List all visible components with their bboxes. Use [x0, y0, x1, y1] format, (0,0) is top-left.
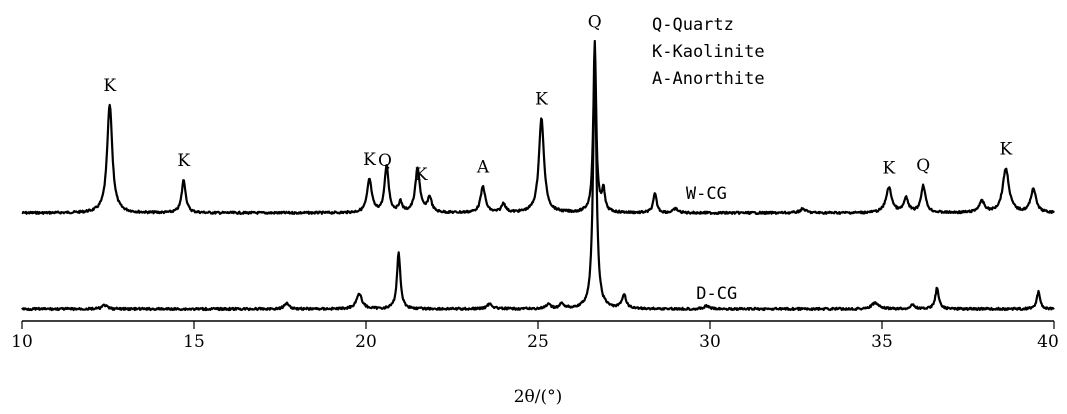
peak-annotation: Q [916, 156, 930, 176]
x-tick-label: 10 [11, 332, 33, 352]
peak-annotation: A [476, 157, 490, 177]
series-label-d-cg: D-CG [696, 284, 737, 304]
legend: Q-Quartz K-Kaolinite A-Anorthite [652, 15, 765, 89]
peak-annotation: K [363, 150, 376, 170]
x-tick-label: 20 [355, 332, 377, 352]
peak-annotation: K [883, 158, 896, 178]
x-tick-label: 35 [871, 332, 893, 352]
series-line-w-cg [21, 39, 1055, 215]
legend-entry-anorthite: A-Anorthite [652, 69, 765, 89]
x-tick-label: 40 [1037, 332, 1059, 352]
peak-annotation: K [103, 76, 116, 96]
peak-annotation: Q [588, 13, 602, 33]
peak-annotation: K [999, 139, 1012, 159]
legend-entry-kaolinite: K-Kaolinite [652, 42, 765, 62]
x-tick-label: 25 [527, 332, 549, 352]
peak-annotation: K [415, 165, 428, 185]
series-label-w-cg: W-CG [686, 184, 727, 204]
peak-annotation: K [177, 151, 190, 171]
x-tick-label: 30 [699, 332, 721, 352]
legend-entry-quartz: Q-Quartz [652, 15, 734, 35]
x-ticks: 10 15 20 25 30 35 40 [11, 321, 1059, 352]
x-axis-label: 2θ/(°) [514, 387, 563, 407]
peak-annotation: Q [378, 151, 392, 171]
x-tick-label: 15 [183, 332, 205, 352]
peak-annotation: K [535, 90, 548, 110]
series-line-d-cg [21, 68, 1055, 312]
